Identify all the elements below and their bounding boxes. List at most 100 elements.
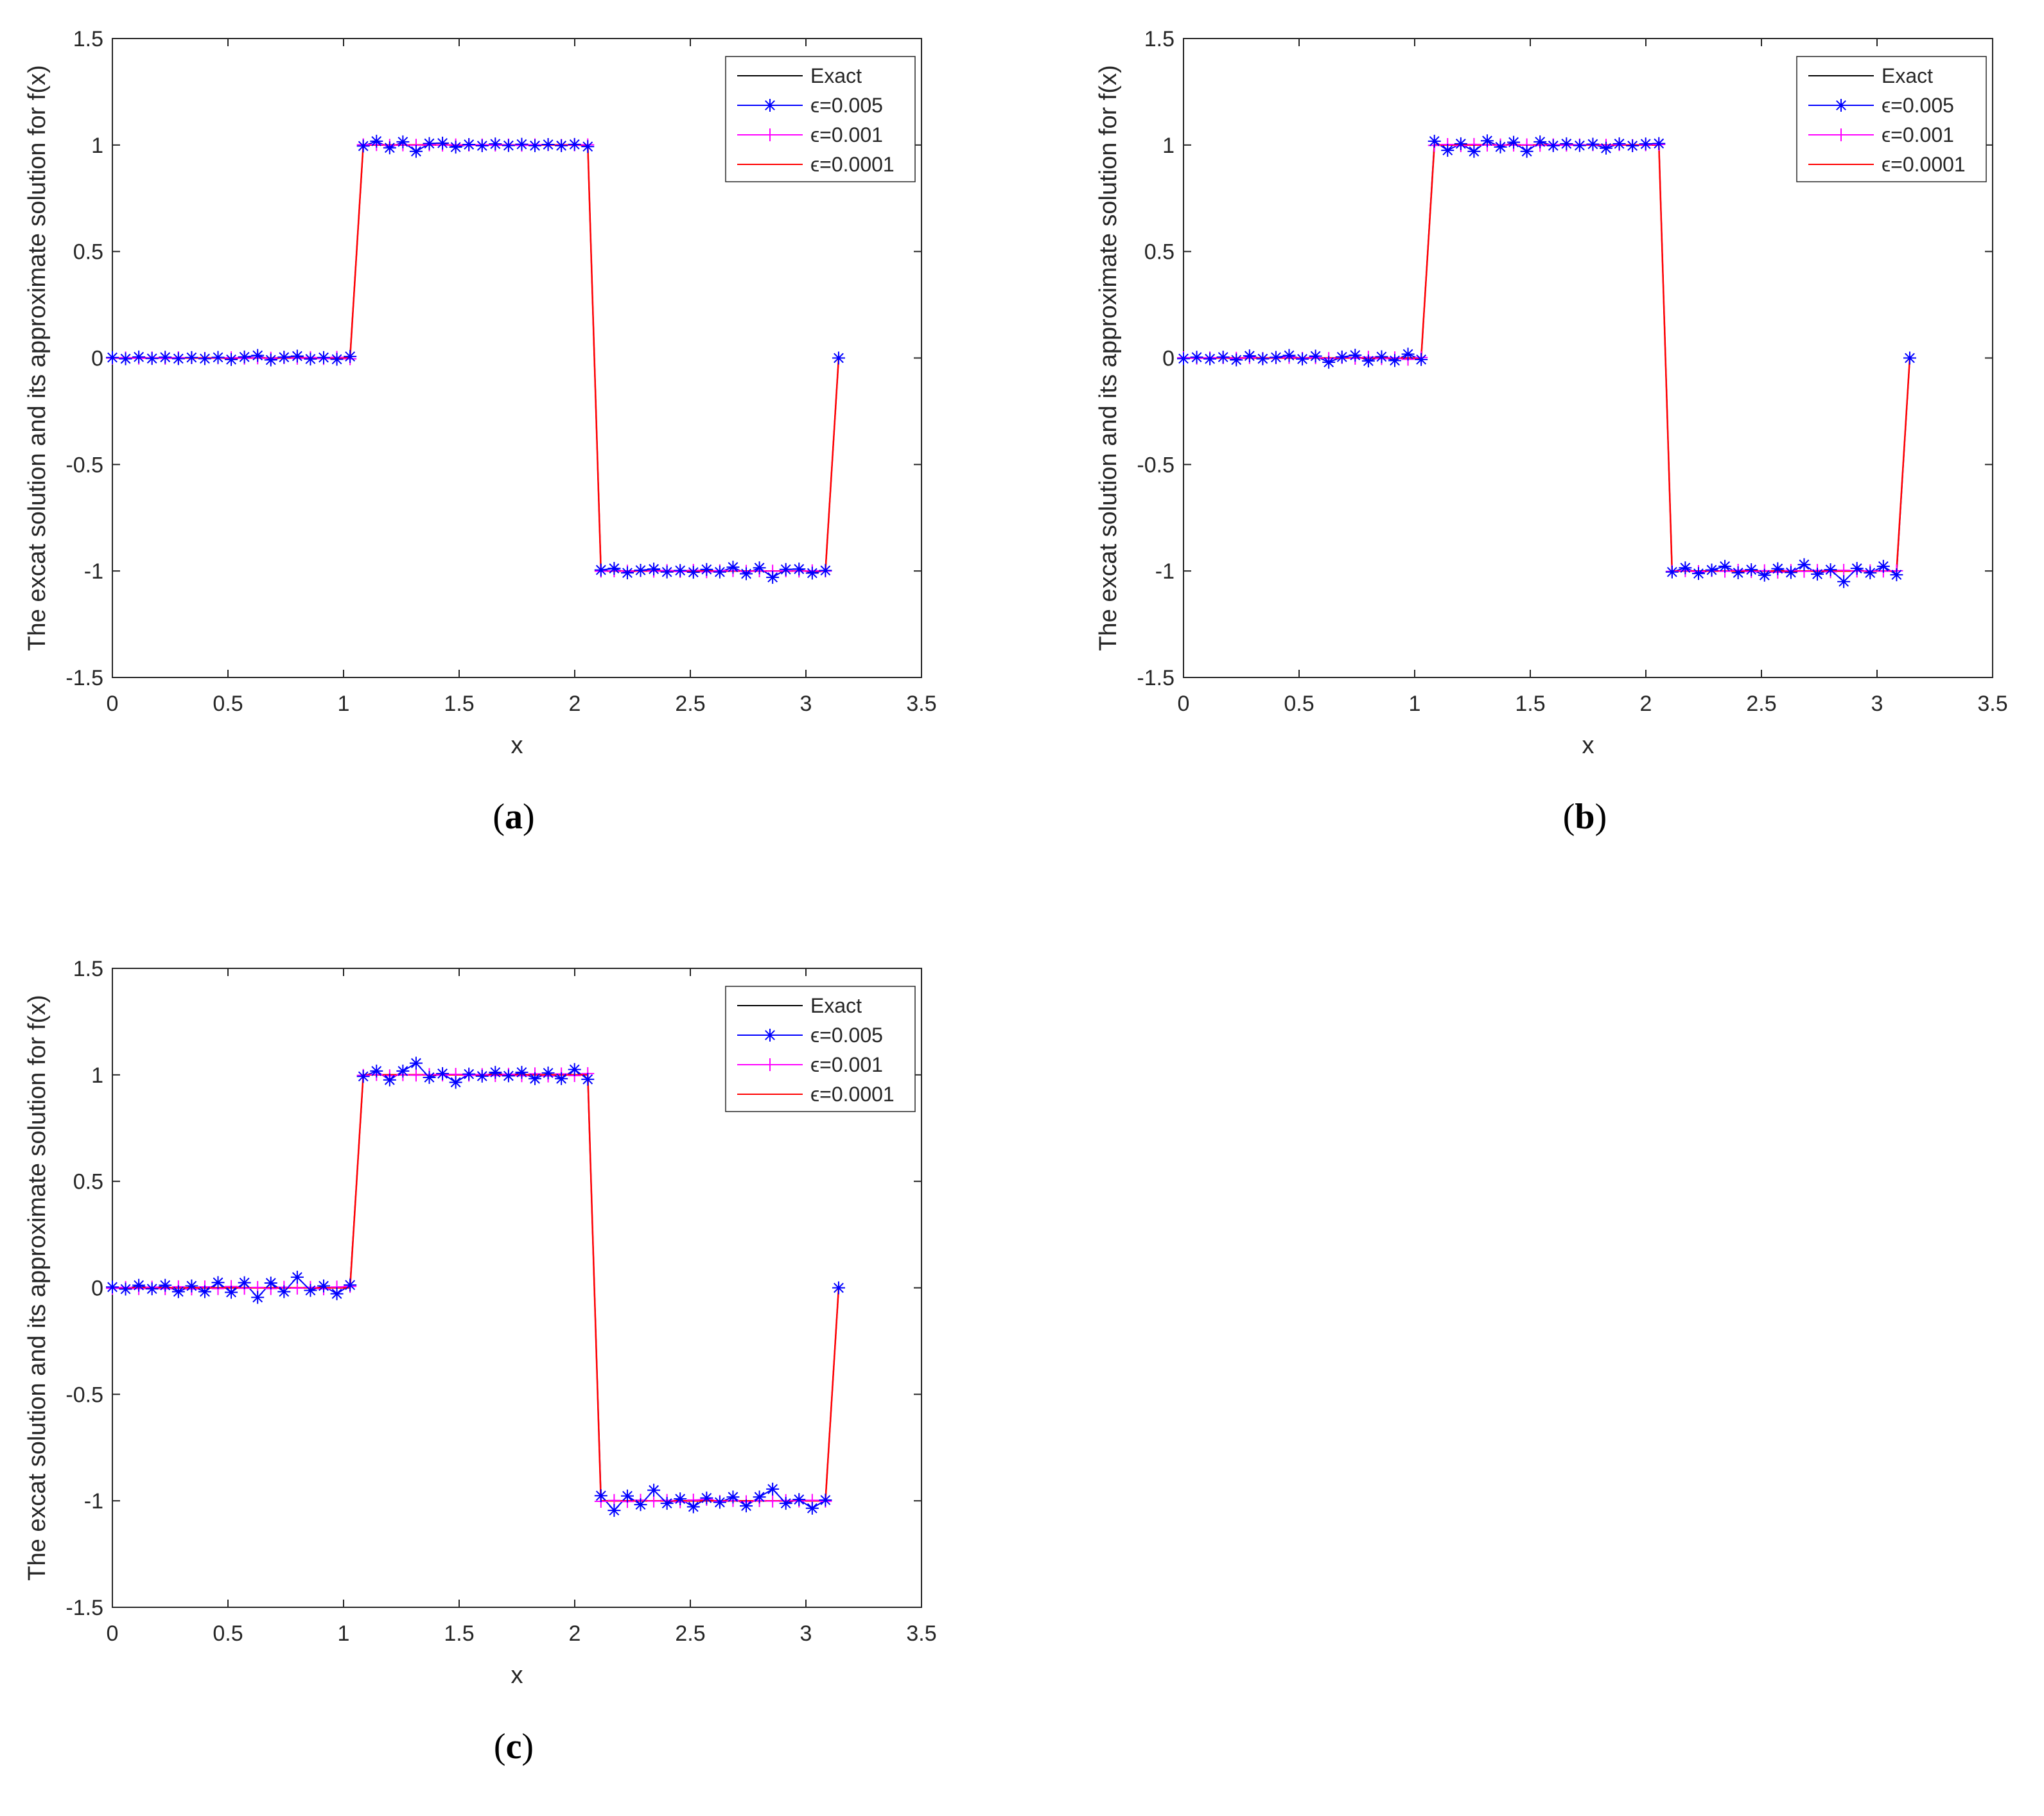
point-eps-0.005 — [740, 567, 753, 581]
x-tick-label: 3 — [1871, 692, 1883, 716]
point-eps-0.005 — [528, 1072, 542, 1085]
y-tick-label: -1 — [84, 559, 103, 584]
x-tick-label: 3.5 — [906, 692, 936, 716]
caption-b: (b) — [1562, 797, 1607, 837]
point-eps-0.005 — [383, 1073, 396, 1087]
point-eps-0.005 — [1837, 575, 1851, 588]
point-eps-0.005 — [1282, 349, 1296, 362]
point-eps-0.005 — [238, 1276, 251, 1289]
point-eps-0.005 — [436, 136, 450, 150]
point-eps-0.005 — [805, 1501, 819, 1515]
point-eps-0.005 — [1230, 353, 1243, 367]
point-eps-0.005 — [1612, 137, 1626, 150]
point-eps-0.005 — [686, 1500, 700, 1514]
legend-label-3: ϵ=0.0001 — [1882, 153, 1966, 176]
point-eps-0.005 — [1784, 566, 1797, 579]
y-tick-label: 1.5 — [1144, 27, 1175, 51]
point-eps-0.005 — [1190, 351, 1203, 364]
legend-label-3: ϵ=0.0001 — [810, 1083, 895, 1106]
y-tick-label: -1 — [1155, 559, 1175, 584]
point-eps-0.005 — [1243, 349, 1256, 363]
point-eps-0.005 — [264, 353, 277, 367]
legend-marker-1 — [764, 99, 776, 112]
point-eps-0.005 — [449, 1076, 462, 1089]
point-eps-0.005 — [344, 350, 357, 363]
point-eps-0.001 — [647, 1494, 661, 1508]
point-eps-0.005 — [541, 138, 555, 152]
x-tick-label: 3.5 — [1977, 692, 2007, 716]
point-eps-0.005 — [1600, 141, 1613, 155]
point-eps-0.005 — [700, 563, 713, 576]
x-tick-label: 2.5 — [1746, 692, 1776, 716]
point-eps-0.005 — [251, 1291, 265, 1304]
legend-box — [1796, 56, 1987, 182]
point-eps-0.005 — [686, 566, 700, 579]
point-eps-0.005 — [1876, 559, 1890, 573]
point-eps-0.005 — [159, 1279, 172, 1292]
point-eps-0.005 — [356, 1070, 370, 1083]
y-tick-label: 1 — [91, 1063, 103, 1088]
point-eps-0.005 — [1322, 356, 1336, 369]
point-eps-0.005 — [489, 1065, 502, 1079]
point-eps-0.005 — [568, 137, 581, 151]
point-eps-0.005 — [290, 1270, 304, 1284]
point-eps-0.005 — [370, 1064, 383, 1078]
point-eps-0.005 — [1507, 135, 1521, 149]
point-eps-0.005 — [1639, 137, 1652, 151]
legend-label-3: ϵ=0.0001 — [810, 153, 895, 176]
point-eps-0.005 — [277, 1285, 291, 1298]
point-eps-0.005 — [1375, 350, 1388, 363]
chart-c: 0 0.5 1 1.5 2 2.5 3 3.5 -1.5 -1 -0.5 0 0.5 1 1.5 x The e… — [24, 957, 937, 1689]
point-eps-0.005 — [1573, 139, 1586, 152]
point-eps-0.005 — [766, 1482, 780, 1496]
caption-c: (c) — [493, 1727, 534, 1767]
point-eps-0.005 — [515, 137, 528, 151]
point-eps-0.005 — [1296, 353, 1309, 366]
point-eps-0.005 — [660, 1497, 674, 1510]
x-tick-label: 2 — [569, 692, 581, 716]
point-eps-0.005 — [317, 351, 331, 364]
point-eps-0.005 — [1903, 351, 1916, 365]
legend-label-2: ϵ=0.001 — [810, 1053, 883, 1076]
point-eps-0.005 — [171, 352, 185, 365]
point-eps-0.005 — [620, 1489, 634, 1503]
point-eps-0.005 — [1731, 566, 1745, 579]
point-eps-0.005 — [647, 1483, 661, 1497]
point-eps-0.005 — [145, 352, 159, 365]
point-eps-0.005 — [1309, 349, 1322, 363]
point-eps-0.001 — [1837, 564, 1851, 577]
y-tick-label: 0 — [91, 1277, 103, 1301]
point-eps-0.005 — [290, 349, 304, 363]
x-tick-label: 1.5 — [1515, 692, 1545, 716]
point-eps-0.005 — [713, 1496, 726, 1509]
point-eps-0.005 — [277, 351, 291, 364]
point-eps-0.005 — [1415, 353, 1428, 366]
point-eps-0.005 — [634, 1498, 647, 1512]
x-axis-label: x — [511, 1662, 523, 1689]
point-eps-0.005 — [1480, 134, 1494, 148]
point-eps-0.005 — [1203, 352, 1217, 365]
point-eps-0.005 — [185, 1279, 198, 1293]
point-eps-0.005 — [1361, 354, 1375, 368]
point-eps-0.005 — [766, 571, 780, 584]
point-eps-0.005 — [620, 566, 634, 580]
y-tick-label: -1 — [84, 1489, 103, 1514]
point-eps-0.005 — [436, 1067, 450, 1080]
point-eps-0.005 — [330, 353, 344, 366]
y-tick-label: 0.5 — [1144, 240, 1175, 265]
point-eps-0.005 — [515, 1065, 528, 1079]
x-tick-label: 0 — [107, 1621, 119, 1646]
point-eps-0.005 — [409, 144, 423, 158]
point-eps-0.005 — [396, 1064, 410, 1078]
point-eps-0.005 — [805, 566, 819, 580]
point-eps-0.005 — [1269, 351, 1282, 364]
legend-label-0: Exact — [810, 994, 862, 1017]
point-eps-0.005 — [819, 564, 832, 577]
y-tick-label: -0.5 — [66, 453, 103, 477]
legend-marker-2 — [764, 1058, 776, 1071]
y-tick-label: -1.5 — [66, 1596, 103, 1620]
legend-box — [725, 56, 916, 182]
point-eps-0.005 — [1454, 137, 1467, 150]
point-eps-0.005 — [779, 1497, 792, 1510]
point-eps-0.005 — [145, 1282, 159, 1296]
